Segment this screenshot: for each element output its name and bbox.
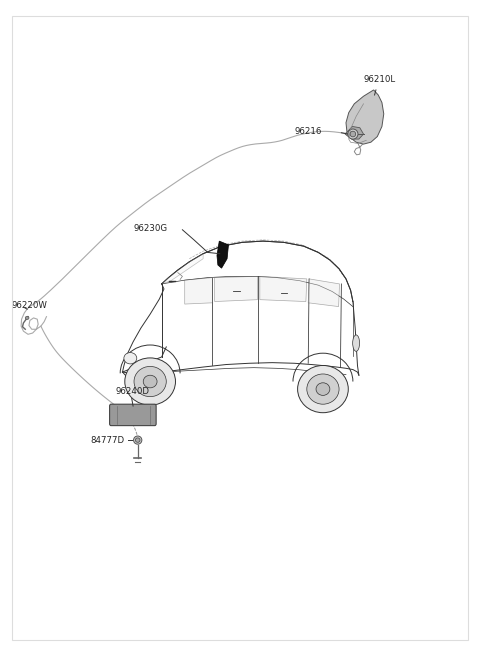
FancyBboxPatch shape [109,404,156,426]
Ellipse shape [135,438,140,442]
Ellipse shape [316,383,330,396]
Ellipse shape [133,436,142,444]
Text: 96210L: 96210L [363,75,396,84]
Text: 96240D: 96240D [116,387,150,396]
Text: 96230G: 96230G [133,224,167,233]
Text: 96216: 96216 [294,127,322,136]
Polygon shape [162,254,203,284]
Ellipse shape [124,352,137,364]
Ellipse shape [134,367,166,397]
Ellipse shape [307,374,339,404]
Ellipse shape [353,335,360,352]
Text: 84777D: 84777D [90,436,124,445]
Ellipse shape [348,129,358,139]
Polygon shape [346,90,384,144]
Polygon shape [185,277,212,304]
Polygon shape [217,241,228,268]
Ellipse shape [298,365,348,413]
Text: 96220W: 96220W [12,302,48,310]
Polygon shape [308,279,339,306]
Ellipse shape [25,316,29,319]
Ellipse shape [143,375,157,388]
Ellipse shape [350,131,356,137]
Polygon shape [345,127,363,139]
Polygon shape [215,276,257,302]
Ellipse shape [125,358,176,405]
Polygon shape [260,276,307,302]
